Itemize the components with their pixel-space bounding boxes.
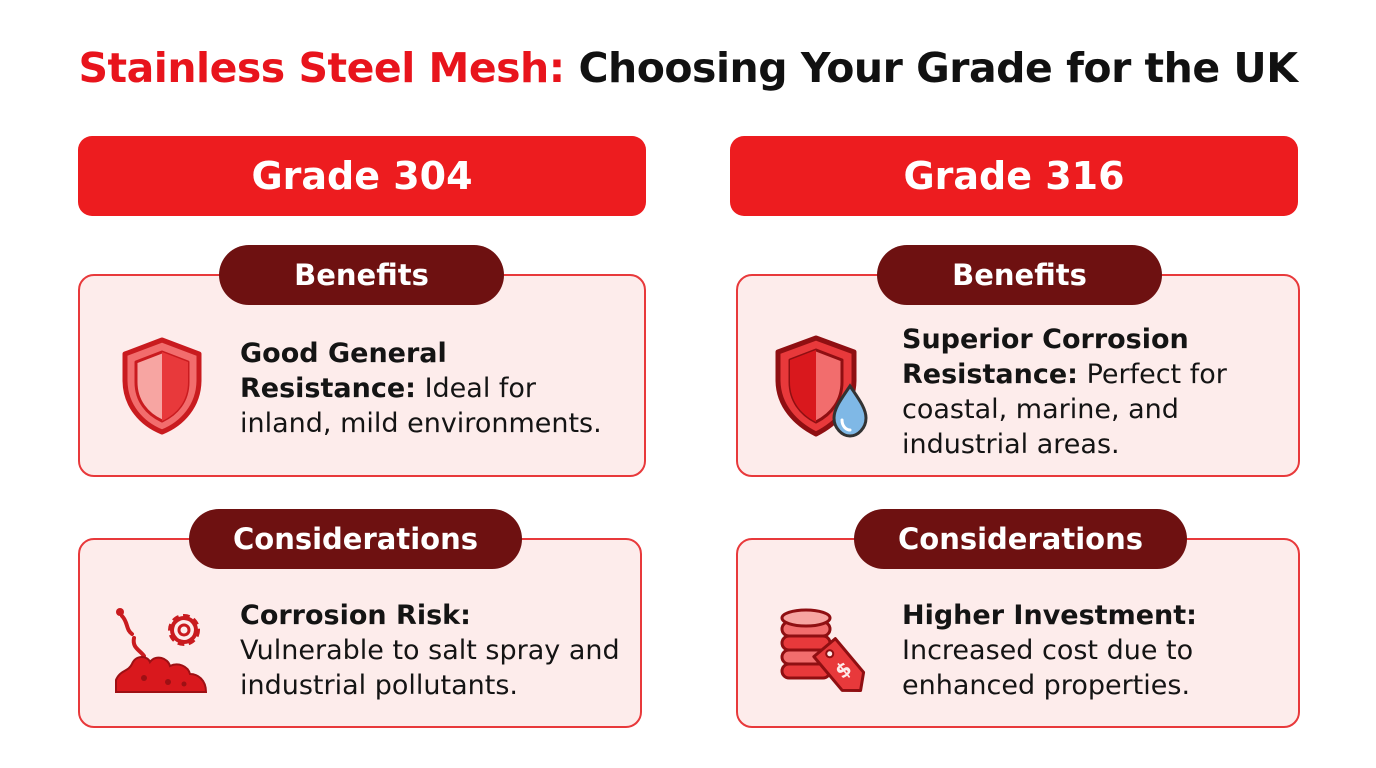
grade-304-benefits-card: Good General Resistance: Ideal for inlan… — [78, 274, 646, 477]
grade-316-benefit-text: Superior Corrosion Resistance: Perfect f… — [902, 322, 1292, 462]
shield-icon — [120, 336, 204, 440]
page-title: Stainless Steel Mesh: Choosing Your Grad… — [0, 44, 1376, 92]
grade-304-benefit-body: Ideal for inland, mild environments. — [240, 373, 602, 439]
corrosion-gear-icon — [114, 604, 210, 700]
grade-316-consideration-text: Higher Investment: Increased cost due to… — [902, 598, 1292, 703]
grade-304-considerations-card: Corrosion Risk: Vulnerable to salt spray… — [78, 538, 642, 728]
grade-304-benefits-pill: Benefits — [219, 245, 504, 305]
grade-316-consideration-heading: Higher Investment: — [902, 600, 1197, 631]
grade-304-benefit-text: Good General Resistance: Ideal for inlan… — [240, 336, 630, 441]
grade-304-consideration-body: Vulnerable to salt spray and industrial … — [240, 635, 620, 701]
grade-304-considerations-pill: Considerations — [189, 509, 522, 569]
shield-droplet-icon — [772, 334, 872, 444]
grade-304-header: Grade 304 — [78, 136, 646, 216]
grade-316-considerations-pill: Considerations — [854, 509, 1187, 569]
title-rest: Choosing Your Grade for the UK — [578, 44, 1298, 92]
grade-304-consideration-text: Corrosion Risk: Vulnerable to salt spray… — [240, 598, 630, 703]
title-accent: Stainless Steel Mesh: — [78, 44, 566, 92]
grade-316-benefits-pill: Benefits — [877, 245, 1162, 305]
grade-316-benefits-card: Superior Corrosion Resistance: Perfect f… — [736, 274, 1300, 477]
grade-316-consideration-body: Increased cost due to enhanced propertie… — [902, 635, 1194, 701]
grade-316-benefit-body: Perfect for coastal, marine, and industr… — [902, 359, 1227, 460]
grade-304-benefit-heading: Good General Resistance: — [240, 338, 447, 404]
grade-304-consideration-heading: Corrosion Risk: — [240, 600, 471, 631]
grade-316-benefit-heading: Superior Corrosion Resistance: — [902, 324, 1189, 390]
grade-316-considerations-card: $ Higher Investment: Increased cost due … — [736, 538, 1300, 728]
grade-316-header: Grade 316 — [730, 136, 1298, 216]
coins-price-tag-icon: $ — [778, 606, 870, 702]
